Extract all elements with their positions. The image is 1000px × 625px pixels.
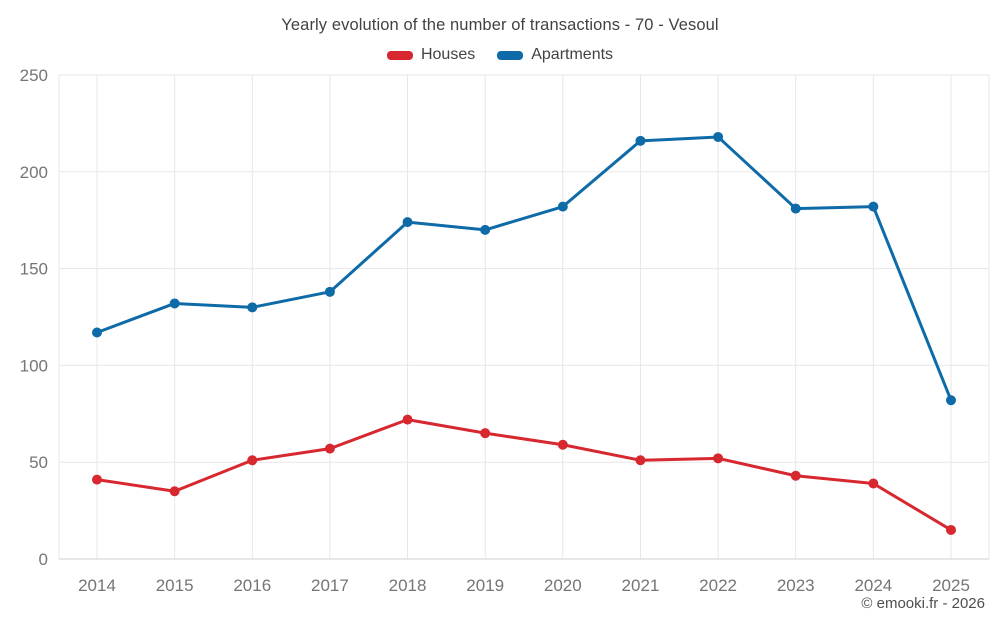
point-apartments-2021[interactable] (635, 135, 646, 146)
legend: Houses Apartments (0, 46, 1000, 64)
x-axis-tick-label-2021: 2021 (622, 576, 660, 595)
x-axis-tick-label-2014: 2014 (78, 576, 116, 595)
x-axis-tick-label-2023: 2023 (777, 576, 815, 595)
series-line-houses (95, 418, 953, 532)
x-axis-tick-label-2020: 2020 (544, 576, 582, 595)
legend-label-apartments: Apartments (531, 46, 614, 63)
point-houses-2023[interactable] (790, 470, 801, 481)
y-axis-tick-label: 50 (29, 453, 48, 472)
point-houses-2020[interactable] (557, 439, 568, 450)
point-apartments-2019[interactable] (480, 224, 491, 235)
legend-swatch-houses (386, 50, 413, 60)
point-apartments-2015[interactable] (169, 298, 180, 309)
y-axis-tick-label: 250 (20, 66, 48, 85)
x-axis-tick-label-2017: 2017 (311, 576, 349, 595)
legend-label-houses: Houses (420, 46, 476, 63)
x-axis-tick-label-2019: 2019 (466, 576, 504, 595)
point-apartments-2016[interactable] (247, 302, 258, 313)
point-houses-2014[interactable] (92, 474, 102, 485)
point-houses-2018[interactable] (402, 414, 413, 425)
point-houses-2015[interactable] (169, 486, 180, 497)
point-apartments-2022[interactable] (713, 131, 724, 142)
point-houses-2019[interactable] (480, 428, 491, 439)
y-axis-tick-label: 0 (39, 550, 48, 569)
x-axis-tick-label-2015: 2015 (156, 576, 194, 595)
series-line-apartments (95, 135, 953, 402)
y-axis-tick-label: 200 (20, 163, 48, 182)
legend-item-apartments[interactable]: Apartments (497, 46, 613, 64)
point-houses-2021[interactable] (635, 455, 646, 466)
legend-swatch-apartments (497, 50, 524, 60)
x-axis-tick-label-2016: 2016 (233, 576, 271, 595)
chart-title: Yearly evolution of the number of transa… (281, 16, 719, 34)
point-apartments-2024[interactable] (868, 201, 879, 212)
copyright-footer: © emooki.fr - 2026 (861, 595, 985, 612)
point-houses-2024[interactable] (868, 478, 879, 489)
point-apartments-2017[interactable] (324, 286, 335, 297)
point-houses-2016[interactable] (247, 455, 258, 466)
point-apartments-2025[interactable] (946, 395, 956, 406)
point-houses-2025[interactable] (946, 524, 956, 535)
x-axis-tick-label-2018: 2018 (389, 576, 427, 595)
point-apartments-2014[interactable] (92, 327, 102, 338)
point-apartments-2020[interactable] (557, 201, 568, 212)
x-axis-tick-label-2022: 2022 (699, 576, 737, 595)
point-apartments-2023[interactable] (790, 203, 801, 214)
point-apartments-2018[interactable] (402, 217, 413, 228)
point-houses-2017[interactable] (324, 443, 335, 454)
y-axis-tick-label: 100 (20, 356, 48, 375)
y-axis-tick-label: 150 (20, 260, 48, 279)
x-axis-tick-label-2024: 2024 (854, 576, 892, 595)
point-houses-2022[interactable] (713, 453, 724, 464)
legend-item-houses[interactable]: Houses (386, 46, 476, 64)
x-axis-tick-label-2025: 2025 (932, 576, 970, 595)
